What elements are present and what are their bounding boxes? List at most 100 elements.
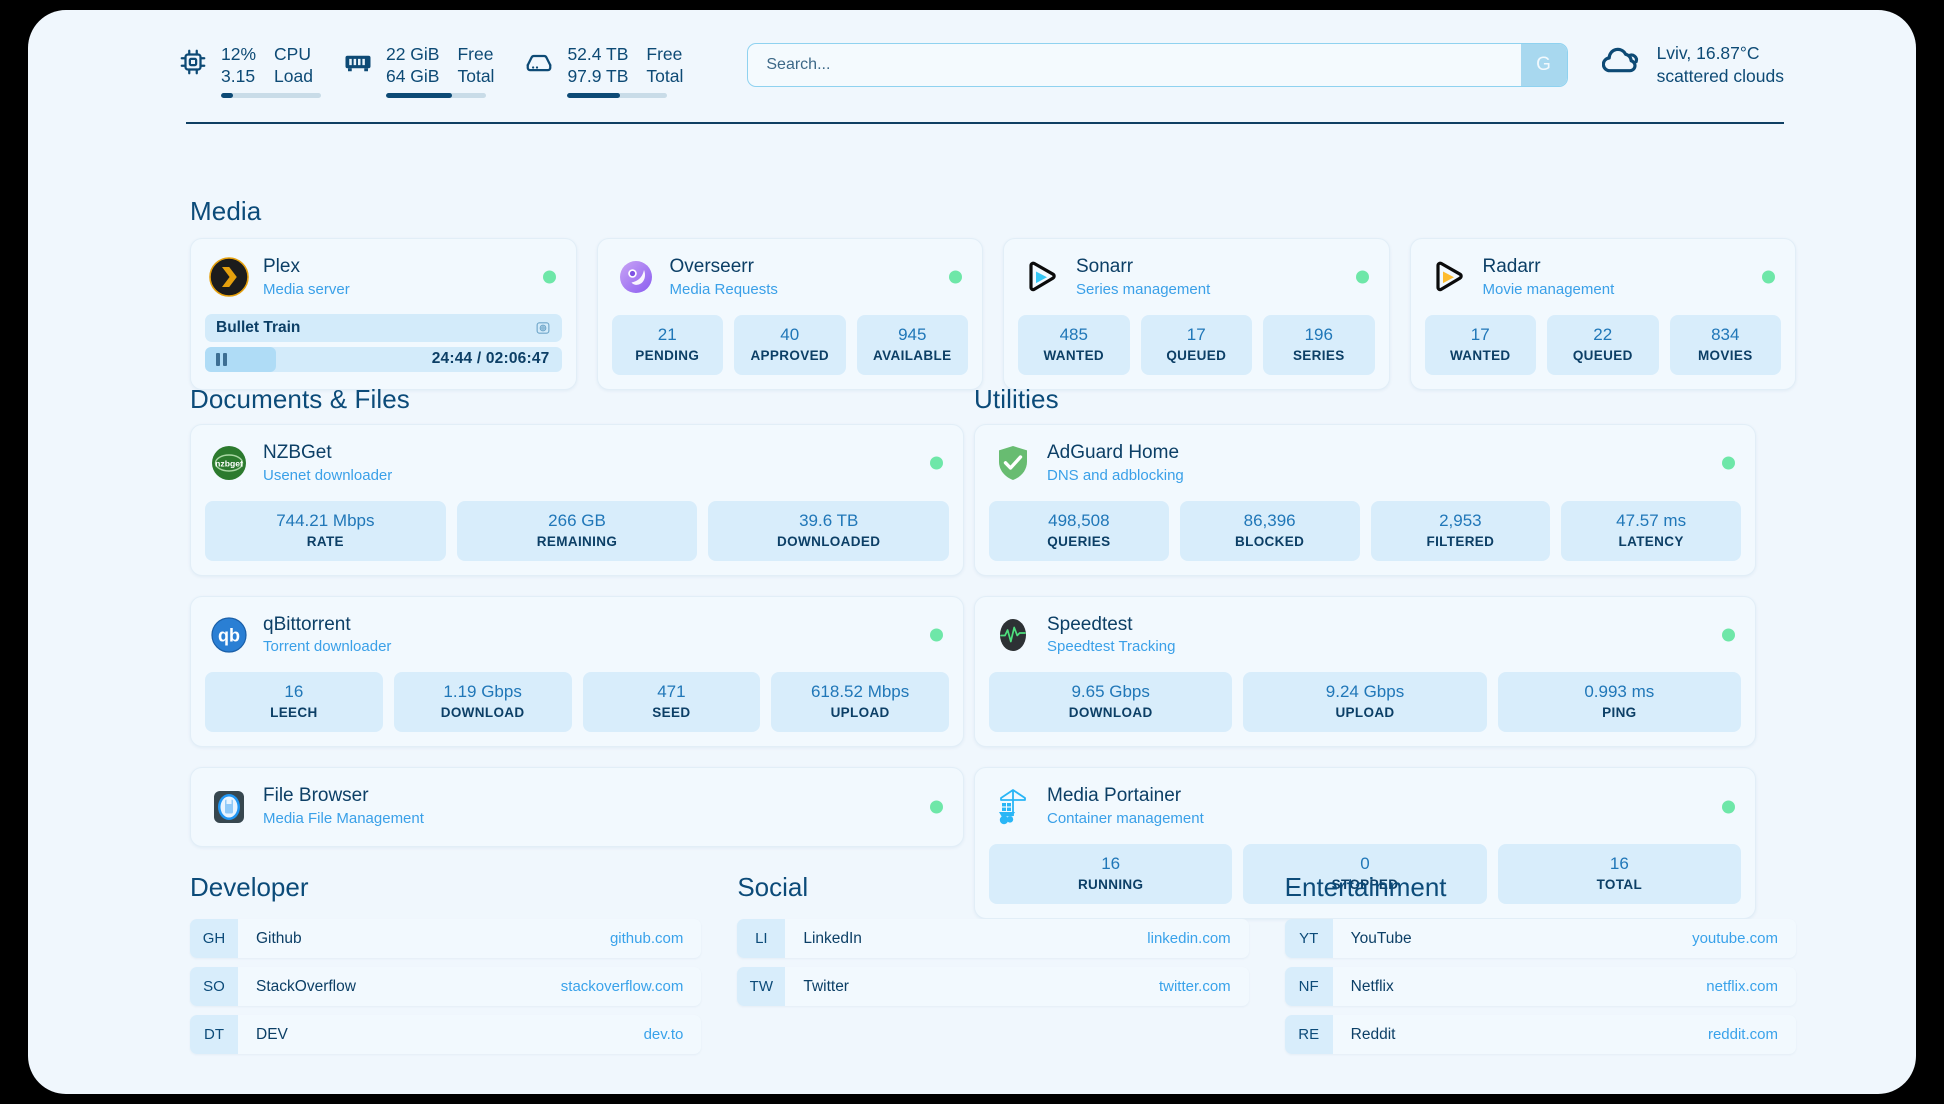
service-card[interactable]: File Browser Media File Management xyxy=(190,767,964,847)
bookmark-item[interactable]: RE Reddit reddit.com xyxy=(1284,1015,1796,1054)
service-card[interactable]: Radarr Movie management 17 WANTED 22 QUEU… xyxy=(1409,238,1796,390)
status-badge xyxy=(930,800,943,813)
memory-icon xyxy=(343,47,373,77)
service-stat-box: 17 QUEUED xyxy=(1140,314,1252,375)
service-stat-label: DOWNLOAD xyxy=(1068,705,1153,721)
dashboard-page: 12% 3.15 CPU Load 22 GiB 64 GiB Free Tot… xyxy=(28,10,1916,1094)
bookmark-name: Twitter xyxy=(803,977,849,995)
documents-card-column: nzbget NZBGet Usenet downloader 744.21 M… xyxy=(190,424,964,867)
bookmark-url: twitter.com xyxy=(1158,978,1231,995)
service-card[interactable]: Speedtest Speedtest Tracking 9.65 Gbps D… xyxy=(974,595,1756,748)
service-stat-label: LATENCY xyxy=(1618,533,1684,549)
bookmark-item[interactable]: SO StackOverflow stackoverflow.com xyxy=(190,967,702,1006)
service-subtitle: Usenet downloader xyxy=(263,466,393,484)
bookmark-item[interactable]: LI LinkedIn linkedin.com xyxy=(737,919,1249,958)
service-name: qBittorrent xyxy=(263,613,351,635)
service-card[interactable]: nzbget NZBGet Usenet downloader 744.21 M… xyxy=(190,424,964,576)
service-card-header[interactable]: Radarr Movie management xyxy=(1425,252,1782,303)
service-stat-value: 17 xyxy=(1186,324,1206,344)
service-card-header[interactable]: qb qBittorrent Torrent downloader xyxy=(205,610,949,661)
service-subtitle: Speedtest Tracking xyxy=(1047,638,1176,656)
bookmark-name: LinkedIn xyxy=(803,929,862,947)
search-engine-button[interactable]: G xyxy=(1520,44,1567,86)
service-card[interactable]: Sonarr Series management 485 WANTED 17 QU… xyxy=(1003,238,1390,390)
stat-memory-value1: 22 GiB xyxy=(385,43,440,64)
service-card-header[interactable]: AdGuard Home DNS and adblocking xyxy=(989,438,1741,489)
bookmark-abbr: RE xyxy=(1284,1015,1333,1054)
bookmark-item[interactable]: TW Twitter twitter.com xyxy=(737,967,1249,1006)
service-stat-box: 744.21 Mbps RATE xyxy=(205,500,446,561)
service-stat-box: 86,396 BLOCKED xyxy=(1179,500,1360,561)
bookmark-name: YouTube xyxy=(1350,929,1412,947)
stat-cpu-label2: Load xyxy=(274,66,313,86)
bookmark-item[interactable]: DT DEV dev.to xyxy=(190,1015,702,1054)
service-card[interactable]: AdGuard Home DNS and adblocking 498,508 … xyxy=(974,424,1756,576)
bookmark-item[interactable]: NF Netflix netflix.com xyxy=(1284,967,1796,1006)
stat-disk-label1: Free xyxy=(646,43,683,64)
pause-icon[interactable] xyxy=(216,352,227,366)
stat-disk: 52.4 TB 97.9 TB Free Total xyxy=(524,43,683,99)
utilities-card-column: AdGuard Home DNS and adblocking 498,508 … xyxy=(974,424,1756,939)
service-stat-box: 22 QUEUED xyxy=(1547,314,1659,375)
playback-progress[interactable]: 24:44 / 02:06:47 xyxy=(205,346,562,372)
service-stat-value: 471 xyxy=(657,682,686,702)
bookmark-url: linkedin.com xyxy=(1147,930,1231,947)
status-badge xyxy=(1355,270,1369,284)
service-subtitle: Media Requests xyxy=(669,280,778,298)
search-bar[interactable]: G xyxy=(747,43,1568,87)
service-card-header[interactable]: nzbget NZBGet Usenet downloader xyxy=(205,438,949,489)
service-card[interactable]: Plex Media server Bullet Train 24:44 / 0… xyxy=(190,238,577,390)
bookmark-abbr: LI xyxy=(737,919,786,958)
service-card-header[interactable]: Sonarr Series management xyxy=(1018,252,1375,303)
service-card-header[interactable]: Speedtest Speedtest Tracking xyxy=(989,610,1741,661)
service-stat-box: 47.57 ms LATENCY xyxy=(1561,500,1741,561)
service-subtitle: Torrent downloader xyxy=(263,638,392,656)
cloud-icon xyxy=(1601,45,1642,85)
service-card-header[interactable]: Plex Media server xyxy=(205,252,562,303)
bookmark-abbr: SO xyxy=(190,967,238,1006)
service-card-header[interactable]: File Browser Media File Management xyxy=(205,781,949,832)
bookmark-name: StackOverflow xyxy=(256,977,356,995)
section-title-media: Media xyxy=(190,196,262,226)
service-stats-row: 498,508 QUERIES 86,396 BLOCKED 2,953 FILTE… xyxy=(989,500,1741,561)
service-stat-value: 196 xyxy=(1304,324,1333,344)
stat-memory: 22 GiB 64 GiB Free Total xyxy=(343,43,495,99)
bookmark-url: netflix.com xyxy=(1706,978,1778,995)
service-subtitle: Series management xyxy=(1076,280,1211,298)
section-title-utilities: Utilities xyxy=(974,384,1059,414)
cast-icon[interactable] xyxy=(535,320,551,336)
service-name: Overseerr xyxy=(669,256,754,277)
status-badge xyxy=(930,456,943,470)
bookmark-url: dev.to xyxy=(643,1026,684,1043)
sonarr-icon xyxy=(1022,257,1062,297)
stat-cpu-bar xyxy=(221,92,321,99)
service-stat-label: FILTERED xyxy=(1426,533,1495,549)
status-badge xyxy=(1762,270,1775,284)
service-name: Speedtest xyxy=(1047,613,1133,635)
service-card-header[interactable]: Overseerr Media Requests xyxy=(612,252,969,303)
bookmark-item[interactable]: GH Github github.com xyxy=(190,919,702,958)
status-badge xyxy=(949,270,962,284)
stat-memory-label2: Total xyxy=(457,66,495,86)
search-input[interactable] xyxy=(748,44,1521,86)
service-card[interactable]: qb qBittorrent Torrent downloader 16 LEE… xyxy=(190,595,964,748)
service-stats-row: 485 WANTED 17 QUEUED 196 SERIES xyxy=(1018,314,1375,375)
service-stat-label: UPLOAD xyxy=(1335,705,1395,721)
stat-memory-bar xyxy=(385,92,486,99)
svg-text:qb: qb xyxy=(218,625,240,645)
service-stat-label: APPROVED xyxy=(750,347,830,363)
header-bar: 12% 3.15 CPU Load 22 GiB 64 GiB Free Tot… xyxy=(28,10,1916,120)
bookmark-abbr: NF xyxy=(1284,967,1333,1006)
bookmark-item[interactable]: YT YouTube youtube.com xyxy=(1284,919,1796,958)
media-card-row: Plex Media server Bullet Train 24:44 / 0… xyxy=(190,238,1796,390)
service-stat-label: LEECH xyxy=(270,705,318,721)
service-stat-box: 9.65 Gbps DOWNLOAD xyxy=(989,672,1233,733)
service-card-header[interactable]: Media Portainer Container management xyxy=(989,781,1741,832)
service-card[interactable]: Overseerr Media Requests 21 PENDING 40 AP… xyxy=(596,238,983,390)
filebrowser-icon xyxy=(209,787,249,827)
service-stat-value: 834 xyxy=(1711,324,1740,344)
bookmark-abbr: YT xyxy=(1284,919,1333,958)
service-stat-label: UPLOAD xyxy=(830,705,890,721)
service-card[interactable]: Media Portainer Container management 16 … xyxy=(974,767,1756,919)
service-stat-value: 485 xyxy=(1059,324,1088,344)
